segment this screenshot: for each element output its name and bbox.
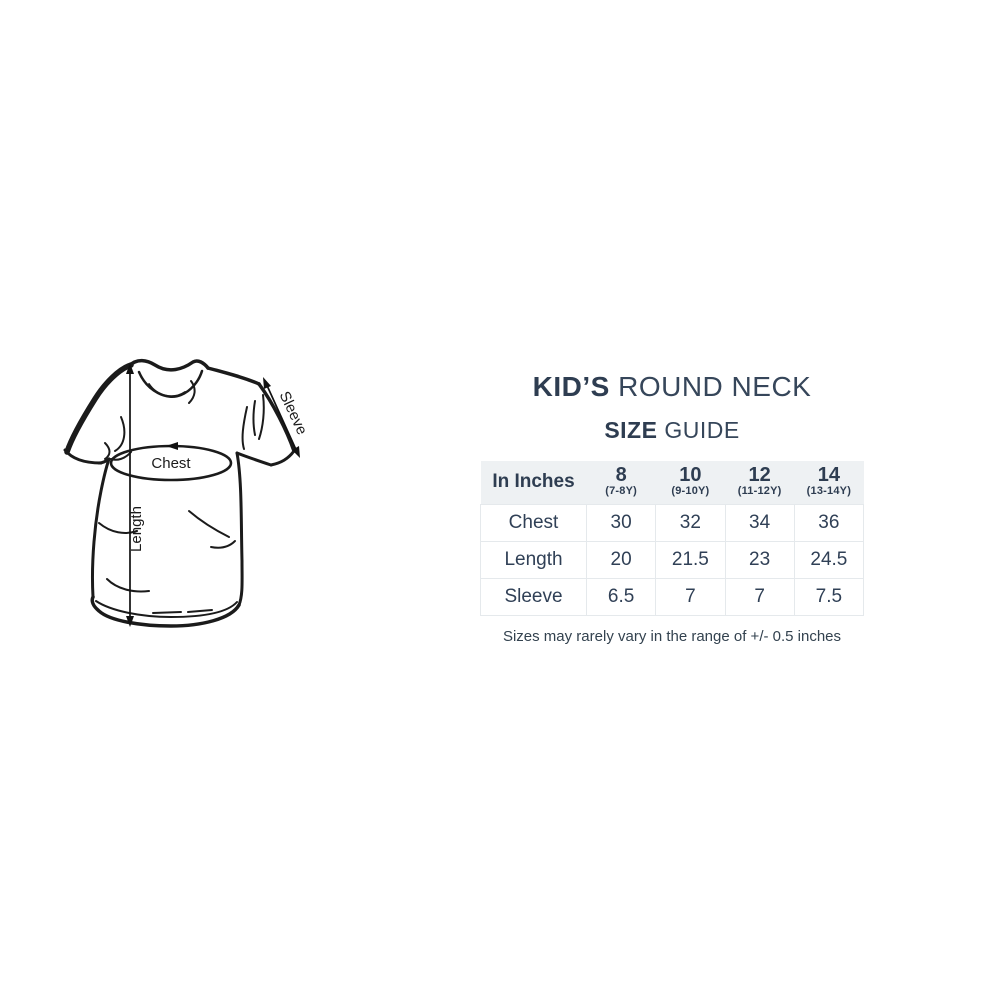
size-age: (7-8Y): [605, 485, 637, 498]
tshirt-sketch: Length Chest Sleeve: [63, 358, 311, 628]
tshirt-collar-top-line: [127, 358, 210, 372]
sleeve-arrow-bottom: [292, 446, 300, 458]
tshirt-left-body-line: [90, 457, 111, 599]
table-row-length: Length 20 21.5 23 24.5: [480, 540, 865, 579]
chest-value-12: 34: [724, 503, 795, 542]
length-value-8: 20: [585, 540, 657, 579]
tshirt-wrinkle-collar: [188, 380, 196, 404]
tshirt-collar-echo-line: [148, 383, 186, 398]
sleeve-value-10: 7: [655, 577, 726, 616]
size-age: (11-12Y): [737, 485, 782, 498]
header-size-10: 10 (9-10Y): [655, 461, 725, 504]
header-size-14: 14 (13-14Y): [794, 461, 864, 504]
tshirt-left-cuff-line: [63, 448, 103, 465]
sleeve-value-14: 7.5: [793, 577, 865, 616]
sleeve-dimension-line: [264, 380, 299, 455]
chest-label: Chest: [151, 455, 191, 472]
header-unit-label: In Inches: [492, 471, 575, 493]
size-age: (9-10Y): [671, 485, 710, 498]
size-number: 12: [748, 464, 771, 487]
tolerance-note: Sizes may rarely vary in the range of +/…: [502, 627, 842, 645]
tshirt-right-sleeve-line: [257, 382, 296, 453]
tshirt-hem-line: [90, 595, 241, 628]
size-number: 14: [817, 464, 840, 487]
size-number: 10: [679, 464, 702, 487]
page-title: KID’S ROUND NECK: [477, 371, 867, 402]
tshirt-right-cuff-line: [269, 449, 296, 467]
sleeve-value-8: 6.5: [585, 577, 657, 616]
size-number: 8: [615, 464, 627, 487]
tshirt-left-underarm-line: [97, 457, 111, 465]
tshirt-hem-dashes: [152, 609, 213, 614]
length-value-12: 23: [724, 540, 795, 579]
tshirt-hem-band-line: [95, 600, 238, 618]
sleeve-label: Sleeve: [276, 389, 311, 438]
tshirt-wrinkle-right-armpit: [241, 394, 265, 450]
size-table-header-row: In Inches 8 (7-8Y) 10 (9-10Y) 12 (11-12Y…: [480, 461, 864, 504]
size-guide-panel: KID’S ROUND NECK SIZE GUIDE In Inches 8 …: [477, 371, 867, 646]
table-row-chest: Chest 30 32 34 36: [480, 503, 865, 542]
row-label: Sleeve: [480, 577, 587, 616]
size-age: (13-14Y): [806, 485, 852, 498]
title-bold-part: KID’S: [532, 371, 610, 402]
length-label: Length: [128, 506, 145, 552]
sleeve-arrow-top: [263, 377, 271, 389]
chest-value-10: 32: [655, 503, 726, 542]
chest-arrowhead: [166, 442, 178, 450]
tshirt-wrinkle-left-armpit: [104, 416, 132, 461]
subtitle-bold-part: SIZE: [604, 417, 658, 443]
length-value-10: 21.5: [655, 540, 726, 579]
tshirt-right-shoulder-line: [206, 366, 261, 386]
tshirt-right-body-line: [235, 451, 244, 607]
tshirt-right-underarm-line: [235, 451, 273, 467]
header-size-12: 12 (11-12Y): [725, 461, 795, 504]
tshirt-left-shoulder-line: [64, 362, 134, 455]
tshirt-wrinkle-right-body: [188, 510, 236, 549]
table-row-sleeve: Sleeve 6.5 7 7 7.5: [480, 577, 865, 616]
tshirt-wrinkle-left-body: [98, 522, 138, 534]
row-label: Chest: [480, 503, 587, 542]
page-subtitle: SIZE GUIDE: [477, 417, 867, 443]
title-light-part: ROUND NECK: [618, 371, 812, 402]
chest-value-14: 36: [793, 503, 865, 542]
size-table: In Inches 8 (7-8Y) 10 (9-10Y) 12 (11-12Y…: [480, 461, 865, 616]
length-arrow-bottom: [126, 616, 134, 627]
header-size-8: 8 (7-8Y): [586, 461, 656, 504]
sleeve-value-12: 7: [724, 577, 795, 616]
length-value-14: 24.5: [793, 540, 865, 579]
chest-value-8: 30: [585, 503, 657, 542]
tshirt-wrinkle-hem: [106, 578, 150, 593]
row-label: Length: [480, 540, 587, 579]
tshirt-measurement-diagram: Length Chest Sleeve: [41, 350, 311, 642]
subtitle-light-part: GUIDE: [664, 417, 740, 443]
length-arrow-top: [126, 363, 134, 374]
header-unit-cell: In Inches: [480, 461, 587, 504]
